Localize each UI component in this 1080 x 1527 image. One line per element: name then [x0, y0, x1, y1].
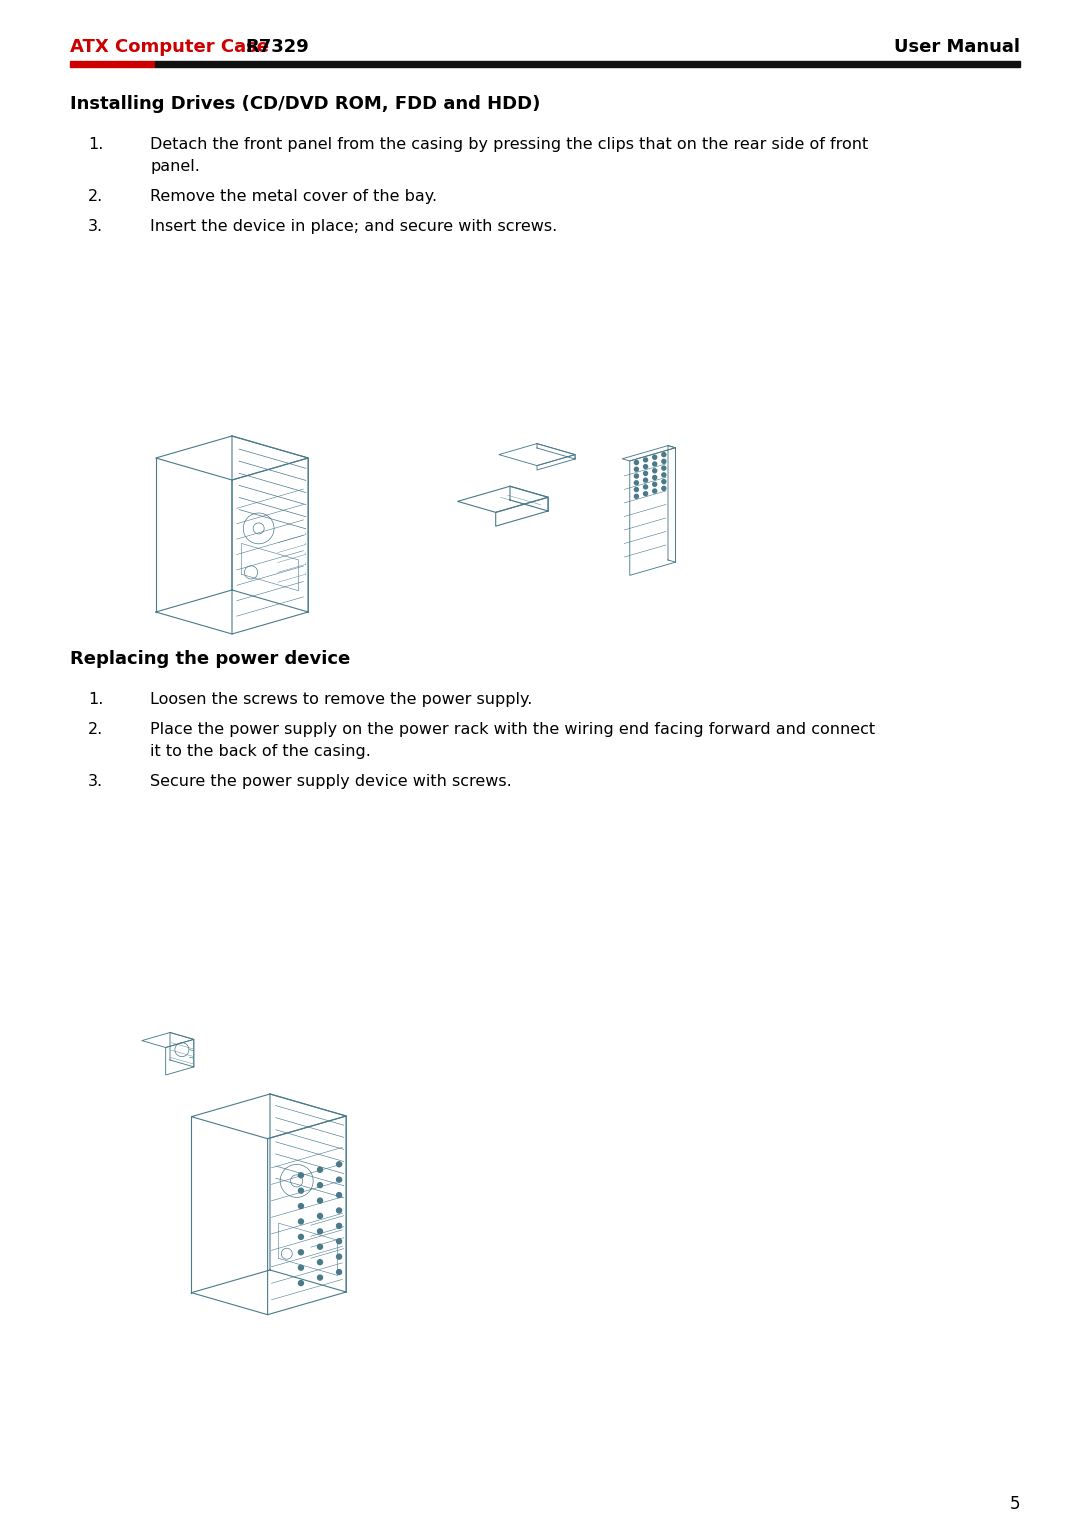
Circle shape — [337, 1254, 341, 1260]
Circle shape — [298, 1188, 303, 1193]
Circle shape — [298, 1281, 303, 1286]
Circle shape — [662, 473, 666, 476]
Circle shape — [662, 487, 666, 490]
Circle shape — [652, 489, 657, 493]
Circle shape — [662, 466, 666, 470]
Text: User Manual: User Manual — [894, 38, 1020, 56]
Polygon shape — [270, 1093, 347, 1292]
Circle shape — [652, 463, 657, 466]
Circle shape — [318, 1199, 323, 1203]
Polygon shape — [669, 446, 675, 562]
Circle shape — [337, 1162, 341, 1167]
Circle shape — [337, 1208, 341, 1212]
Text: Place the power supply on the power rack with the wiring end facing forward and : Place the power supply on the power rack… — [150, 722, 875, 738]
Polygon shape — [268, 1116, 347, 1315]
Circle shape — [652, 469, 657, 473]
Circle shape — [644, 472, 648, 475]
Circle shape — [652, 475, 657, 479]
Polygon shape — [232, 437, 308, 612]
Text: 3.: 3. — [87, 218, 103, 234]
Polygon shape — [165, 1040, 193, 1075]
Text: Remove the metal cover of the bay.: Remove the metal cover of the bay. — [150, 189, 437, 205]
Circle shape — [652, 483, 657, 486]
Text: 1.: 1. — [87, 692, 104, 707]
Circle shape — [298, 1203, 303, 1208]
Circle shape — [634, 461, 638, 464]
Circle shape — [337, 1177, 341, 1182]
Circle shape — [337, 1193, 341, 1197]
Circle shape — [634, 473, 638, 478]
Circle shape — [298, 1249, 303, 1255]
Polygon shape — [499, 444, 576, 466]
Text: 1.: 1. — [87, 137, 104, 153]
Circle shape — [318, 1260, 323, 1264]
Circle shape — [644, 486, 648, 489]
Circle shape — [318, 1167, 323, 1173]
Circle shape — [298, 1173, 303, 1177]
Text: R7329: R7329 — [245, 38, 309, 56]
Circle shape — [298, 1234, 303, 1240]
Circle shape — [337, 1223, 341, 1228]
Text: panel.: panel. — [150, 159, 200, 174]
Polygon shape — [630, 447, 675, 576]
Circle shape — [634, 495, 638, 498]
Circle shape — [652, 455, 657, 460]
Circle shape — [337, 1269, 341, 1275]
Circle shape — [644, 492, 648, 496]
Polygon shape — [458, 486, 549, 513]
Circle shape — [318, 1214, 323, 1219]
Text: 5: 5 — [1010, 1495, 1020, 1513]
Polygon shape — [156, 437, 308, 479]
Bar — [156, 61, 1020, 67]
Polygon shape — [191, 1093, 347, 1139]
Bar — [70, 61, 156, 67]
Circle shape — [318, 1245, 323, 1249]
Circle shape — [662, 460, 666, 463]
Circle shape — [318, 1229, 323, 1234]
Circle shape — [298, 1219, 303, 1225]
Polygon shape — [496, 498, 549, 527]
Circle shape — [644, 478, 648, 483]
Circle shape — [662, 452, 666, 457]
Polygon shape — [622, 446, 675, 461]
Polygon shape — [510, 486, 549, 512]
Circle shape — [318, 1183, 323, 1188]
Text: Installing Drives (CD/DVD ROM, FDD and HDD): Installing Drives (CD/DVD ROM, FDD and H… — [70, 95, 540, 113]
Circle shape — [634, 481, 638, 484]
Text: Secure the power supply device with screws.: Secure the power supply device with scre… — [150, 774, 512, 789]
Text: ATX Computer Case: ATX Computer Case — [70, 38, 275, 56]
Circle shape — [662, 479, 666, 484]
Circle shape — [634, 467, 638, 472]
Text: 3.: 3. — [87, 774, 103, 789]
Text: Loosen the screws to remove the power supply.: Loosen the screws to remove the power su… — [150, 692, 532, 707]
Circle shape — [298, 1266, 303, 1270]
Circle shape — [318, 1275, 323, 1280]
Text: Insert the device in place; and secure with screws.: Insert the device in place; and secure w… — [150, 218, 557, 234]
Text: it to the back of the casing.: it to the back of the casing. — [150, 744, 370, 759]
Polygon shape — [537, 444, 576, 460]
Text: Detach the front panel from the casing by pressing the clips that on the rear si: Detach the front panel from the casing b… — [150, 137, 868, 153]
Polygon shape — [141, 1032, 193, 1048]
Circle shape — [337, 1238, 341, 1245]
Polygon shape — [537, 455, 576, 470]
Polygon shape — [232, 458, 308, 634]
Circle shape — [634, 487, 638, 492]
Text: 2.: 2. — [87, 189, 104, 205]
Text: Replacing the power device: Replacing the power device — [70, 651, 350, 667]
Text: 2.: 2. — [87, 722, 104, 738]
Polygon shape — [170, 1032, 193, 1067]
Circle shape — [644, 464, 648, 469]
Circle shape — [644, 458, 648, 461]
